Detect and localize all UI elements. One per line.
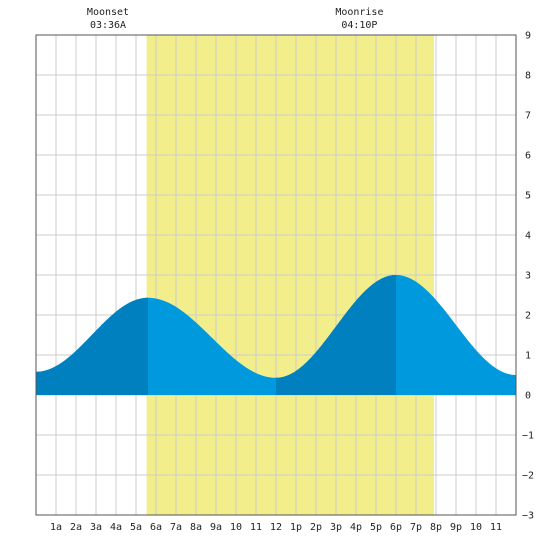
moon-event-time: 03:36A [90, 20, 126, 31]
tide-area-rising [276, 275, 396, 395]
x-tick-label: 10 [230, 522, 242, 533]
y-tick-label: 5 [525, 191, 531, 202]
x-tick-label: 5a [130, 522, 142, 533]
moon-event-label: Moonset [87, 7, 129, 18]
y-tick-label: 4 [525, 231, 531, 242]
moon-event-label: Moonrise [335, 7, 383, 18]
x-tick-label: 5p [370, 522, 382, 533]
x-tick-label: 8p [430, 522, 442, 533]
x-tick-label: 9p [450, 522, 462, 533]
y-tick-label: −1 [522, 431, 534, 442]
y-tick-label: 2 [525, 311, 531, 322]
y-tick-label: 7 [525, 111, 531, 122]
plot-frame [35, 34, 517, 516]
y-tick-label: −2 [522, 471, 534, 482]
x-tick-label: 6a [150, 522, 162, 533]
x-tick-label: 3a [90, 522, 102, 533]
moon-event-time: 04:10P [341, 20, 377, 31]
x-tick-label: 4a [110, 522, 122, 533]
x-tick-label: 2a [70, 522, 82, 533]
x-tick-label: 2p [310, 522, 322, 533]
x-tick-label: 6p [390, 522, 402, 533]
y-tick-label: 3 [525, 271, 531, 282]
y-tick-label: −3 [522, 511, 534, 522]
x-tick-label: 3p [330, 522, 342, 533]
x-tick-label: 4p [350, 522, 362, 533]
x-tick-label: 7a [170, 522, 182, 533]
x-tick-label: 8a [190, 522, 202, 533]
x-tick-label: 9a [210, 522, 222, 533]
x-tick-label: 11 [250, 522, 262, 533]
x-tick-label: 11 [490, 522, 502, 533]
x-tick-label: 7p [410, 522, 422, 533]
x-tick-label: 1a [50, 522, 62, 533]
x-tick-label: 12 [270, 522, 282, 533]
x-tick-label: 10 [470, 522, 482, 533]
y-tick-label: 0 [525, 391, 531, 402]
x-tick-label: 1p [290, 522, 302, 533]
y-tick-label: 8 [525, 71, 531, 82]
y-tick-label: 9 [525, 31, 531, 42]
y-tick-label: 6 [525, 151, 531, 162]
tide-area-rising [36, 297, 148, 395]
y-tick-label: 1 [525, 351, 531, 362]
